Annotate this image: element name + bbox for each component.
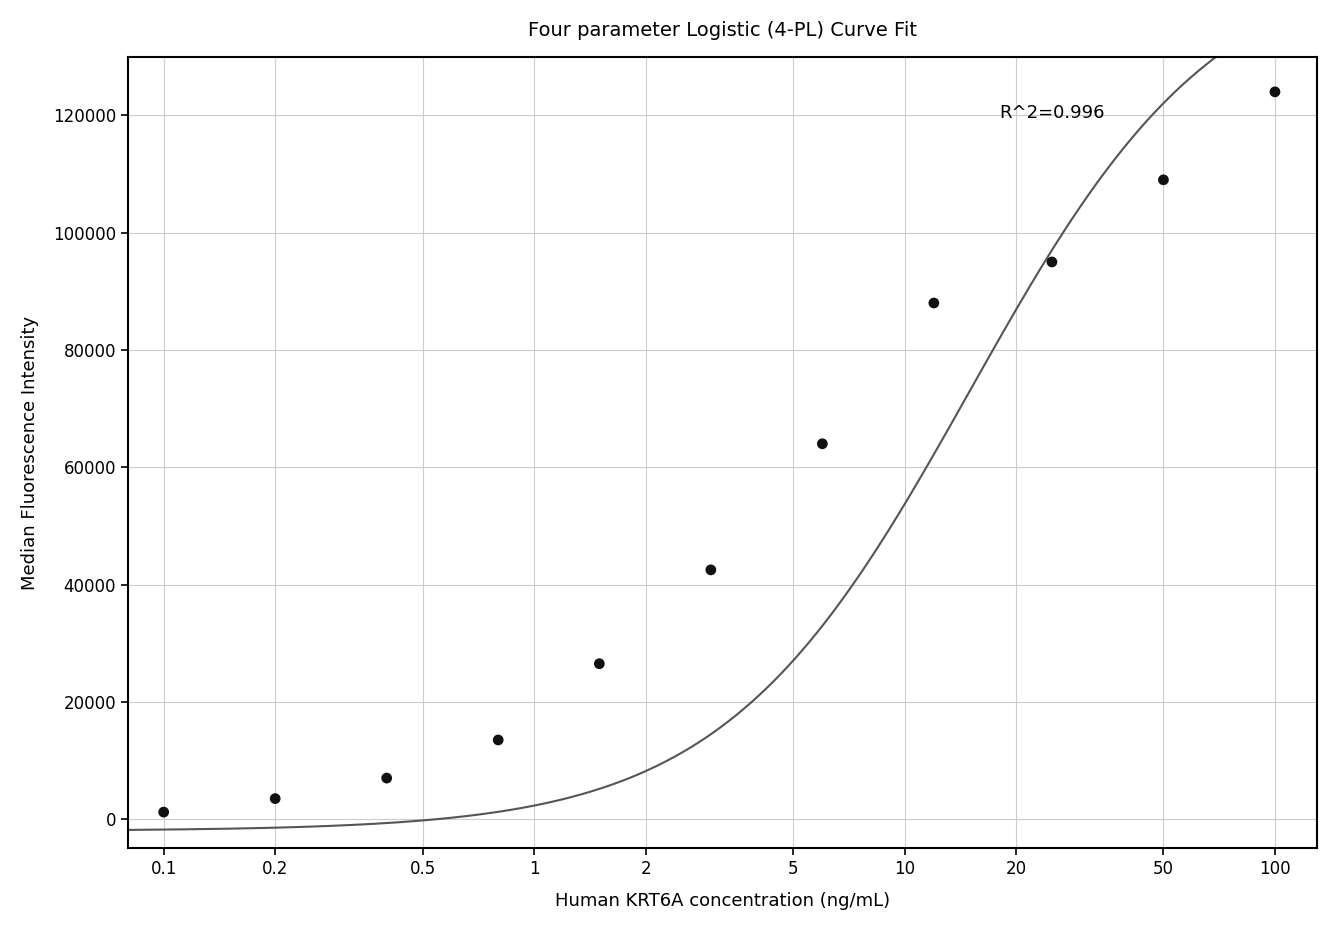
Text: R^2=0.996: R^2=0.996 — [999, 103, 1105, 122]
Point — [265, 791, 286, 806]
Point — [487, 733, 508, 748]
Title: Four parameter Logistic (4-PL) Curve Fit: Four parameter Logistic (4-PL) Curve Fit — [529, 20, 917, 40]
Point — [376, 771, 397, 786]
Point — [812, 437, 834, 452]
Point — [153, 804, 174, 819]
X-axis label: Human KRT6A concentration (ng/mL): Human KRT6A concentration (ng/mL) — [555, 892, 890, 911]
Point — [589, 656, 610, 671]
Y-axis label: Median Fluorescence Intensity: Median Fluorescence Intensity — [21, 316, 39, 589]
Point — [923, 295, 945, 310]
Point — [1264, 85, 1286, 100]
Point — [700, 562, 721, 577]
Point — [1153, 172, 1175, 187]
Point — [1041, 254, 1062, 269]
